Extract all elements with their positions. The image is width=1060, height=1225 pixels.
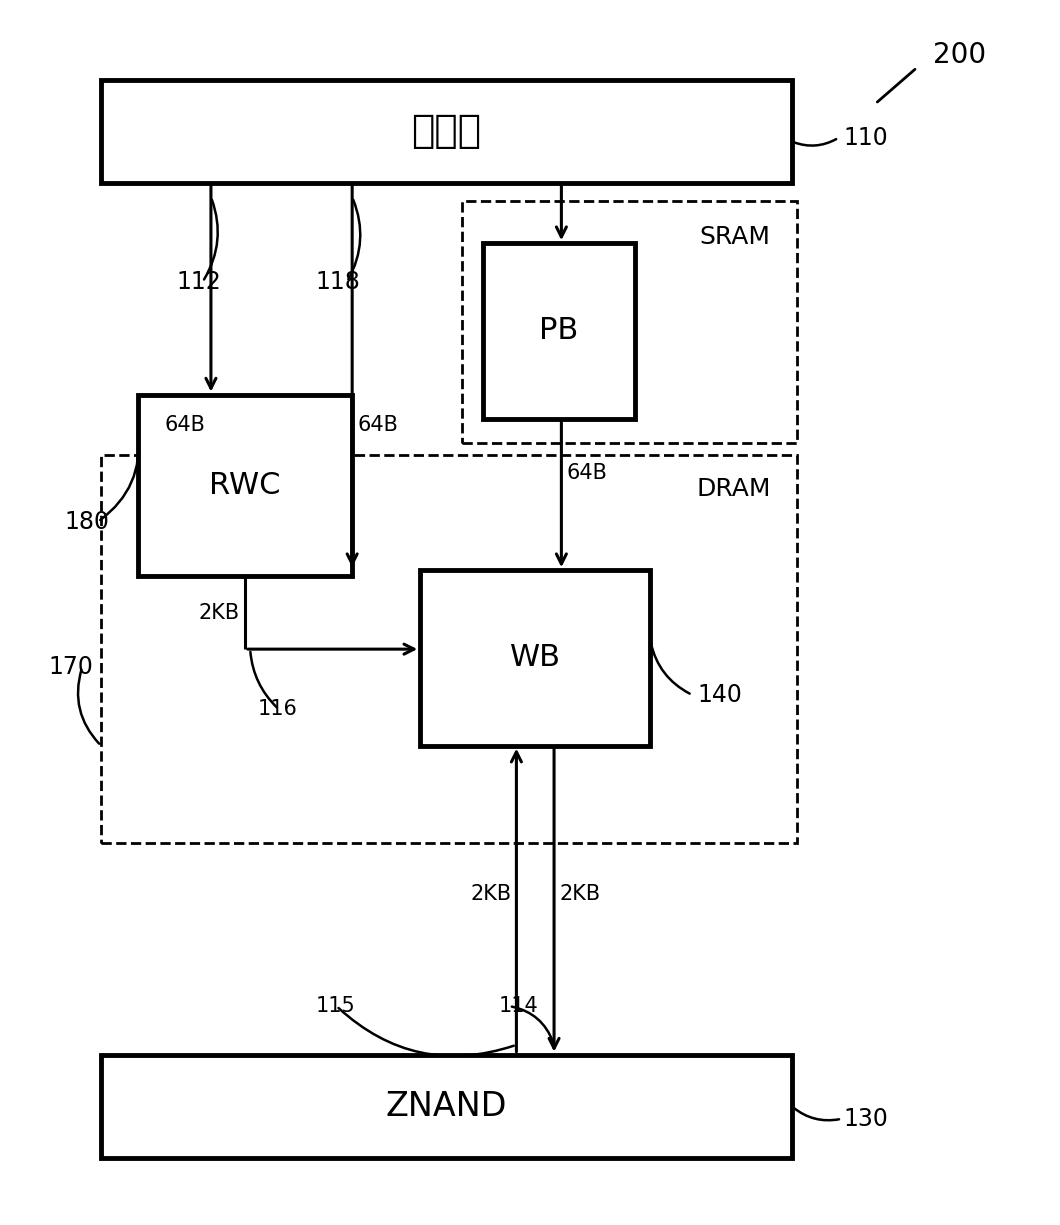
Bar — [101, 454, 797, 843]
Text: SRAM: SRAM — [700, 225, 771, 249]
Text: 2KB: 2KB — [198, 603, 240, 622]
Text: 2KB: 2KB — [470, 884, 511, 904]
Text: 140: 140 — [697, 682, 742, 707]
Bar — [462, 201, 797, 443]
Text: 170: 170 — [49, 655, 93, 679]
Text: ZNAND: ZNAND — [386, 1089, 507, 1122]
Text: RWC: RWC — [209, 470, 281, 500]
Text: 64B: 64B — [165, 415, 206, 435]
Text: 处理器: 处理器 — [411, 111, 481, 151]
Text: 118: 118 — [316, 270, 360, 294]
Text: WB: WB — [510, 643, 561, 673]
Text: 112: 112 — [176, 270, 222, 294]
Text: 130: 130 — [844, 1106, 888, 1131]
Bar — [483, 243, 635, 419]
Text: 115: 115 — [316, 996, 355, 1016]
Text: 116: 116 — [258, 699, 298, 719]
Text: 64B: 64B — [567, 463, 607, 483]
Text: 114: 114 — [498, 996, 538, 1016]
Bar — [420, 570, 650, 746]
Bar — [101, 80, 792, 183]
Text: 180: 180 — [65, 510, 109, 534]
Text: PB: PB — [540, 316, 579, 345]
Text: 64B: 64B — [357, 415, 399, 435]
Text: 110: 110 — [844, 126, 888, 149]
Text: 200: 200 — [933, 42, 986, 70]
Bar — [101, 1055, 792, 1158]
Text: 2KB: 2KB — [560, 884, 600, 904]
Text: DRAM: DRAM — [696, 477, 771, 501]
Bar — [138, 394, 352, 576]
